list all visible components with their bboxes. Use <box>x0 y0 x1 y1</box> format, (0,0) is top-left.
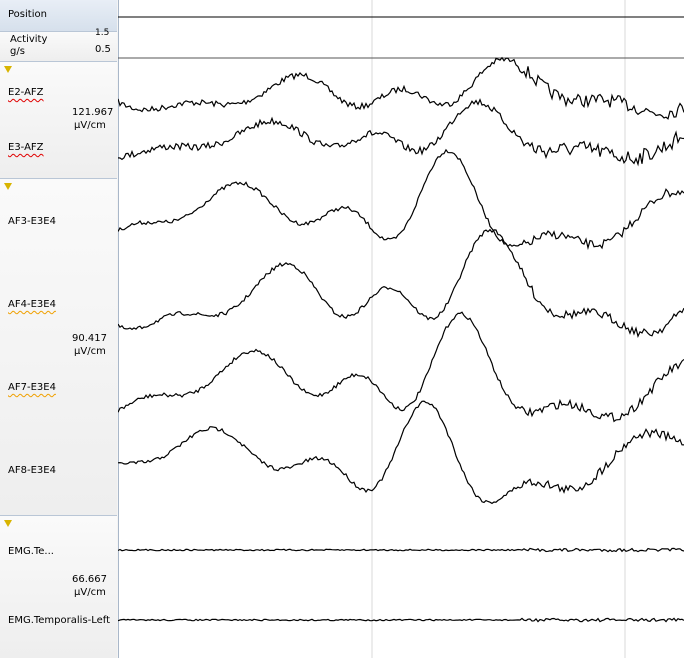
position-header[interactable]: Position <box>0 0 117 32</box>
waveform <box>118 617 684 623</box>
waveform <box>118 547 684 553</box>
channel-group[interactable]: EMG.Te... 66.667 µV/cm EMG.Temporalis-Le… <box>0 516 117 658</box>
channel-sidebar: Position Activity g/s 1.5 0.5 E2-AFZ 121… <box>0 0 119 658</box>
waveform <box>118 98 684 167</box>
scale-unit: µV/cm <box>74 120 106 131</box>
channel-label[interactable]: E3-AFZ <box>8 142 44 153</box>
waveform <box>118 148 684 251</box>
waveform <box>118 56 684 120</box>
channel-label[interactable]: EMG.Te... <box>8 546 54 557</box>
scale-unit: µV/cm <box>74 587 106 598</box>
position-label: Position <box>8 9 47 20</box>
signal-plot <box>118 0 684 658</box>
filter-icon[interactable] <box>4 183 12 190</box>
channel-label[interactable]: AF7-E3E4 <box>8 382 56 393</box>
channel-group[interactable]: E2-AFZ 121.967 µV/cm E3-AFZ <box>0 62 117 179</box>
channel-label[interactable]: EMG.Temporalis-Left <box>8 615 111 626</box>
waveform <box>118 311 684 423</box>
activity-scale-top: 1.5 <box>95 28 110 38</box>
filter-icon[interactable] <box>4 66 12 73</box>
channel-label[interactable]: AF8-E3E4 <box>8 465 56 476</box>
scale-value: 121.967 <box>72 107 114 118</box>
channel-label[interactable]: E2-AFZ <box>8 87 44 98</box>
scale-unit: µV/cm <box>74 346 106 357</box>
channel-label[interactable]: AF4-E3E4 <box>8 299 56 310</box>
waveforms <box>118 56 684 623</box>
scale-value: 66.667 <box>72 574 107 585</box>
waveform <box>118 228 684 339</box>
activity-track[interactable]: Activity g/s 1.5 0.5 <box>0 28 117 62</box>
waveform <box>118 400 684 505</box>
activity-label: Activity <box>10 34 48 45</box>
scale-value: 90.417 <box>72 333 107 344</box>
channel-group[interactable]: AF3-E3E4 AF4-E3E4 90.417 µV/cm AF7-E3E4 … <box>0 179 117 516</box>
activity-unit: g/s <box>10 46 25 57</box>
activity-scale-bottom: 0.5 <box>95 44 111 55</box>
channel-label[interactable]: AF3-E3E4 <box>8 216 56 227</box>
filter-icon[interactable] <box>4 520 12 527</box>
